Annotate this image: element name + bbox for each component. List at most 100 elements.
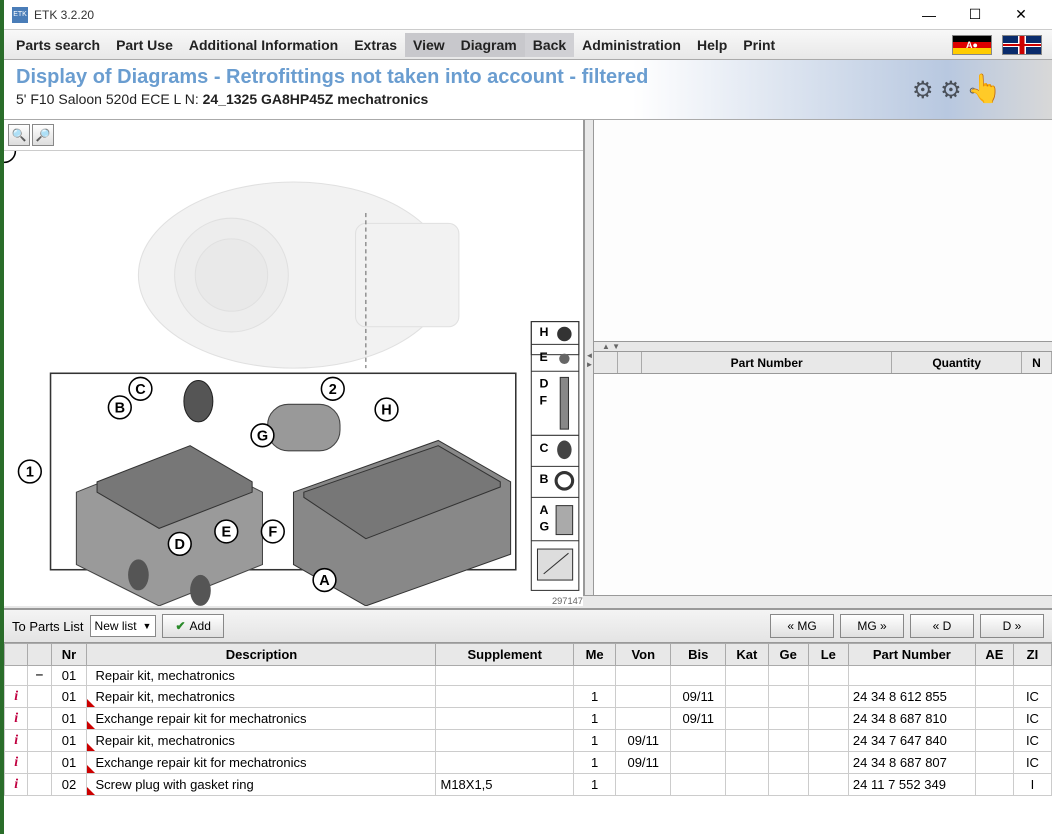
table-row[interactable]: i01Repair kit, mechatronics109/1124 34 8… <box>5 686 1052 708</box>
menu-extras[interactable]: Extras <box>346 33 405 57</box>
banner-sub-prefix: 5' F10 Saloon 520d ECE L N: <box>16 91 203 107</box>
menu-back[interactable]: Back <box>525 33 574 57</box>
svg-text:D: D <box>175 537 185 553</box>
cell-desc: Exchange repair kit for mechatronics <box>87 752 436 774</box>
right-splitter[interactable]: ▲ ▼ <box>594 342 1052 352</box>
th-ge[interactable]: Ge <box>768 644 808 666</box>
cell-desc: Repair kit, mechatronics <box>87 686 436 708</box>
menu-diagram[interactable]: Diagram <box>453 33 525 57</box>
menu-help[interactable]: Help <box>689 33 735 57</box>
cell-expand[interactable]: − <box>28 666 51 686</box>
th-part[interactable]: Part Number <box>848 644 975 666</box>
cell-info: i <box>5 686 28 708</box>
cell-kat <box>726 774 768 796</box>
cell-zi <box>1013 666 1051 686</box>
cell-ae <box>975 708 1013 730</box>
dropdown-value: New list <box>95 619 137 633</box>
svg-text:E: E <box>221 525 231 541</box>
svg-text:E: E <box>540 350 548 364</box>
th-desc[interactable]: Description <box>87 644 436 666</box>
table-row[interactable]: i02Screw plug with gasket ringM18X1,5124… <box>5 774 1052 796</box>
table-row[interactable]: i01Repair kit, mechatronics109/1124 34 7… <box>5 730 1052 752</box>
th-von[interactable]: Von <box>616 644 671 666</box>
th-me[interactable]: Me <box>573 644 615 666</box>
cell-bis <box>671 752 726 774</box>
minimize-button[interactable]: — <box>906 0 952 30</box>
cell-desc: Screw plug with gasket ring <box>87 774 436 796</box>
vertical-splitter[interactable]: ◄► <box>584 120 594 595</box>
cell-ge <box>768 708 808 730</box>
cell-part: 24 34 8 687 807 <box>848 752 975 774</box>
table-row[interactable]: −01Repair kit, mechatronics <box>5 666 1052 686</box>
flag-de-button[interactable]: A● <box>952 35 992 55</box>
cell-bis: 09/11 <box>671 686 726 708</box>
th-supp[interactable]: Supplement <box>436 644 573 666</box>
cell-info: i <box>5 752 28 774</box>
cell-le <box>808 708 848 730</box>
window-controls: — ☐ ✕ <box>906 0 1044 30</box>
cell-expand <box>28 708 51 730</box>
cell-expand <box>28 730 51 752</box>
svg-text:2: 2 <box>329 382 337 398</box>
th-le[interactable]: Le <box>808 644 848 666</box>
menu-administration[interactable]: Administration <box>574 33 689 57</box>
cell-le <box>808 666 848 686</box>
th-zi[interactable]: ZI <box>1013 644 1051 666</box>
cell-kat <box>726 708 768 730</box>
cell-zi: IC <box>1013 708 1051 730</box>
d-next-button[interactable]: D » <box>980 614 1044 638</box>
parts-table: Nr Description Supplement Me Von Bis Kat… <box>4 643 1052 796</box>
flag-uk-button[interactable] <box>1002 35 1042 55</box>
cell-info: i <box>5 708 28 730</box>
info-icon[interactable]: i <box>14 777 18 792</box>
info-icon[interactable]: i <box>14 755 18 770</box>
cell-ae <box>975 730 1013 752</box>
rth-n[interactable]: N <box>1022 352 1052 373</box>
d-prev-button[interactable]: « D <box>910 614 974 638</box>
close-button[interactable]: ✕ <box>998 0 1044 30</box>
add-button[interactable]: ✔ Add <box>162 614 223 638</box>
svg-text:A: A <box>319 573 330 589</box>
right-table-header: Part Number Quantity N <box>594 352 1052 374</box>
th-info[interactable] <box>5 644 28 666</box>
menu-part-use[interactable]: Part Use <box>108 33 181 57</box>
mg-prev-button[interactable]: « MG <box>770 614 834 638</box>
maximize-button[interactable]: ☐ <box>952 0 998 30</box>
zoom-in-button[interactable]: 🔍 <box>8 124 30 146</box>
menu-view[interactable]: View <box>405 33 453 57</box>
titlebar: ETK ETK 3.2.20 — ☐ ✕ <box>4 0 1052 30</box>
info-icon[interactable]: i <box>14 711 18 726</box>
check-icon: ✔ <box>175 619 185 633</box>
cell-kat <box>726 666 768 686</box>
cell-zi: I <box>1013 774 1051 796</box>
th-expand[interactable] <box>28 644 51 666</box>
cell-me: 1 <box>573 752 615 774</box>
svg-text:B: B <box>115 401 125 417</box>
svg-text:C: C <box>135 382 146 398</box>
menu-parts-search[interactable]: Parts search <box>8 33 108 57</box>
table-row[interactable]: i01Exchange repair kit for mechatronics1… <box>5 708 1052 730</box>
th-ae[interactable]: AE <box>975 644 1013 666</box>
cell-expand <box>28 686 51 708</box>
menu-additional-info[interactable]: Additional Information <box>181 33 346 57</box>
zoom-out-button[interactable]: 🔎 <box>32 124 54 146</box>
th-nr[interactable]: Nr <box>51 644 87 666</box>
svg-text:G: G <box>540 519 550 533</box>
cell-bis <box>671 774 726 796</box>
cell-ge <box>768 752 808 774</box>
svg-text:B: B <box>540 472 549 486</box>
table-row[interactable]: i01Exchange repair kit for mechatronics1… <box>5 752 1052 774</box>
svg-text:F: F <box>268 525 277 541</box>
parts-list-dropdown[interactable]: New list ▼ <box>90 615 157 637</box>
info-icon[interactable]: i <box>14 733 18 748</box>
th-bis[interactable]: Bis <box>671 644 726 666</box>
mg-next-button[interactable]: MG » <box>840 614 904 638</box>
cell-desc: Exchange repair kit for mechatronics <box>87 708 436 730</box>
cell-nr: 02 <box>51 774 87 796</box>
info-icon[interactable]: i <box>14 689 18 704</box>
th-kat[interactable]: Kat <box>726 644 768 666</box>
menu-print[interactable]: Print <box>735 33 783 57</box>
rth-quantity[interactable]: Quantity <box>892 352 1022 373</box>
rth-part-number[interactable]: Part Number <box>642 352 892 373</box>
parts-diagram[interactable]: 1 2 B C D E F G H A H E <box>4 151 583 606</box>
